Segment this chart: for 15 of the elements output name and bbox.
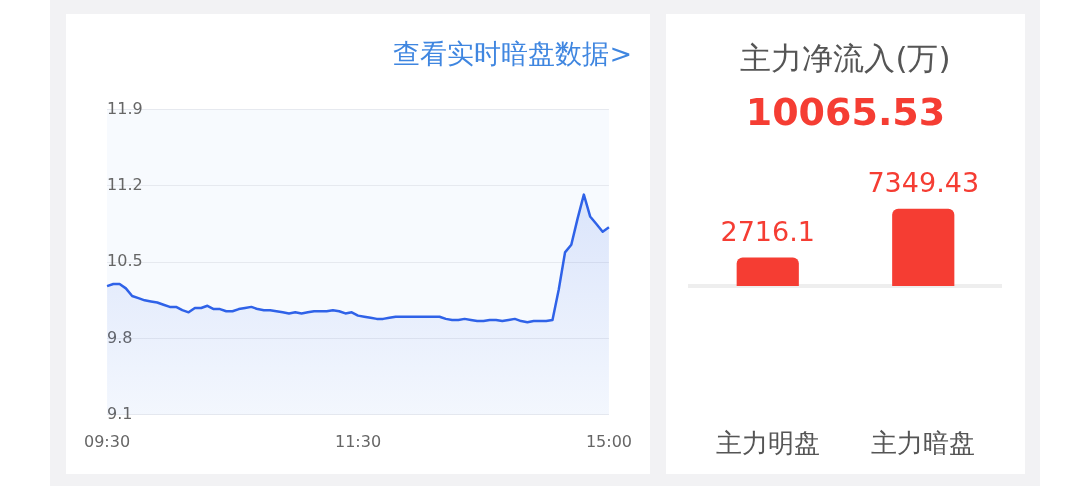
y-tick-label: 11.2 (107, 175, 143, 195)
x-tick-label: 主力明盘 (715, 427, 820, 458)
y-tick-label: 9.1 (107, 403, 133, 423)
y-tick-label: 11.9 (107, 98, 143, 118)
chart-title: 主力净流入(万) (739, 39, 952, 78)
x-tick-label: 主力暗盘 (871, 427, 976, 458)
x-tick-label: 11:30 (334, 431, 382, 451)
chart-subtitle: 10065.53 (744, 90, 947, 134)
x-tick-label: 09:30 (84, 431, 131, 451)
text: 查看实时暗盘数据> (393, 37, 632, 71)
data-label: 7349.43 (867, 167, 980, 199)
y-tick-label: 9.8 (107, 327, 133, 347)
x-tick-label: 15:00 (585, 431, 632, 451)
data-label: 2716.1 (720, 216, 815, 247)
y-tick-label: 10.5 (107, 251, 143, 271)
